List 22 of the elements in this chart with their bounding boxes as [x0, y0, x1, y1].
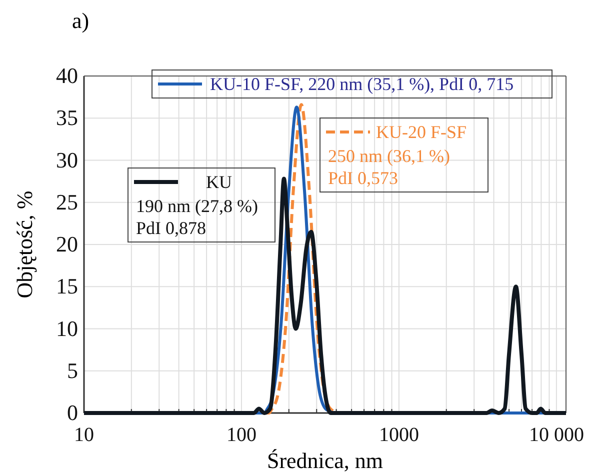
- x-tick-label: 1000: [378, 424, 419, 446]
- chart-title: a): [72, 8, 90, 33]
- y-tick-label: 10: [56, 316, 78, 341]
- x-axis-title: Średnica, nm: [266, 448, 384, 473]
- legend-label: KU-10 F-SF, 220 nm (35,1 %), PdI 0, 715: [210, 74, 514, 94]
- annotation: 250 nm (36,1 %): [328, 146, 450, 166]
- y-tick-label: 5: [67, 358, 78, 383]
- y-tick-label: 30: [56, 147, 78, 172]
- y-tick-label: 35: [56, 105, 78, 130]
- legend-label: KU: [206, 172, 232, 192]
- y-axis-title: Objętość, %: [12, 190, 37, 298]
- y-tick-label: 0: [67, 400, 78, 426]
- annotation: 190 nm (27,8 %): [136, 196, 258, 216]
- annotation: PdI 0,573: [328, 168, 398, 188]
- annotation: PdI 0,878: [136, 218, 206, 238]
- y-tick-label: 25: [56, 189, 78, 214]
- y-tick-label: 40: [56, 63, 78, 88]
- legend-label: KU-20 F-SF: [376, 122, 467, 142]
- x-tick-label: 10 000: [528, 424, 584, 446]
- y-tick-label: 20: [56, 232, 78, 257]
- x-tick-label: 100: [226, 424, 256, 446]
- y-tick-label: 15: [56, 274, 78, 299]
